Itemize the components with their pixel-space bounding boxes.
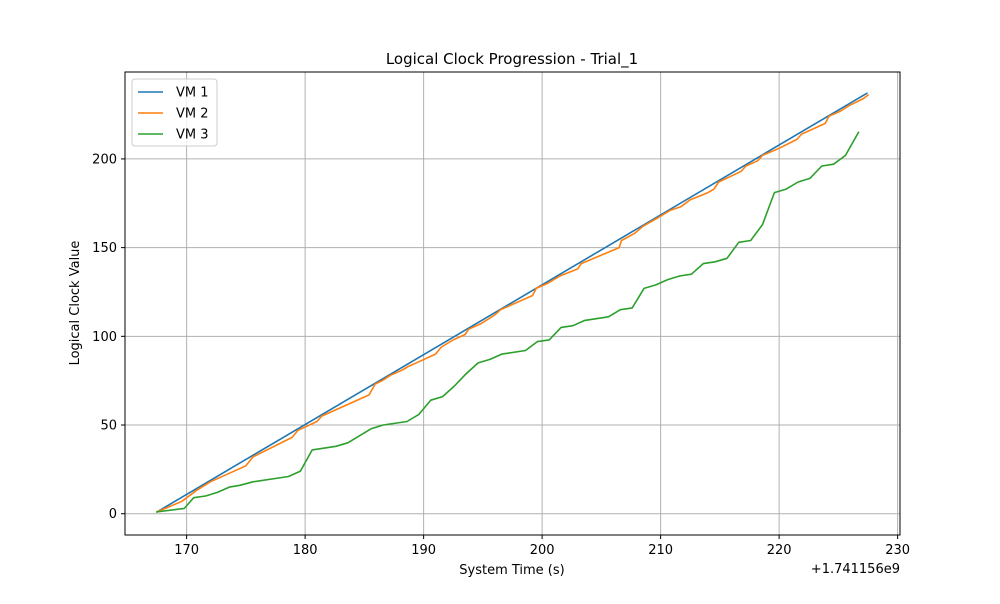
x-tick-label: 180 xyxy=(293,543,318,558)
plot-frame xyxy=(124,71,901,536)
y-tick-label: 150 xyxy=(92,241,117,256)
x-tick-label: 210 xyxy=(648,543,673,558)
grid xyxy=(125,72,900,535)
x-tick-label: 200 xyxy=(530,543,555,558)
y-tick-label: 0 xyxy=(109,507,117,522)
x-tick-label: 170 xyxy=(174,543,199,558)
series-line-vm-2 xyxy=(155,93,870,513)
x-axis-ticks: 170 180 190 200 210 220 230 xyxy=(174,535,910,558)
y-tick-label: 200 xyxy=(92,152,117,167)
x-tick-label: 190 xyxy=(411,543,436,558)
legend-label-vm-1: VM 1 xyxy=(176,86,209,101)
series-line-vm-3 xyxy=(156,131,860,513)
x-tick-label: 220 xyxy=(767,543,792,558)
legend-label-vm-3: VM 3 xyxy=(176,128,209,143)
y-tick-label: 50 xyxy=(100,419,117,434)
series-line-vm-1 xyxy=(155,92,868,513)
chart-title: Logical Clock Progression - Trial_1 xyxy=(386,50,638,69)
x-axis-label: System Time (s) xyxy=(459,563,564,578)
y-axis-ticks: 0 50 100 150 200 xyxy=(92,152,125,522)
legend-box xyxy=(131,78,218,147)
series-lines xyxy=(155,92,870,513)
y-tick-label: 100 xyxy=(92,330,117,345)
x-offset-label: +1.741156e9 xyxy=(811,562,900,577)
y-axis-label: Logical Clock Value xyxy=(68,241,83,366)
x-tick-label: 230 xyxy=(885,543,910,558)
legend-label-vm-2: VM 2 xyxy=(176,107,209,122)
legend: VM 1 VM 2 VM 3 xyxy=(131,78,218,147)
